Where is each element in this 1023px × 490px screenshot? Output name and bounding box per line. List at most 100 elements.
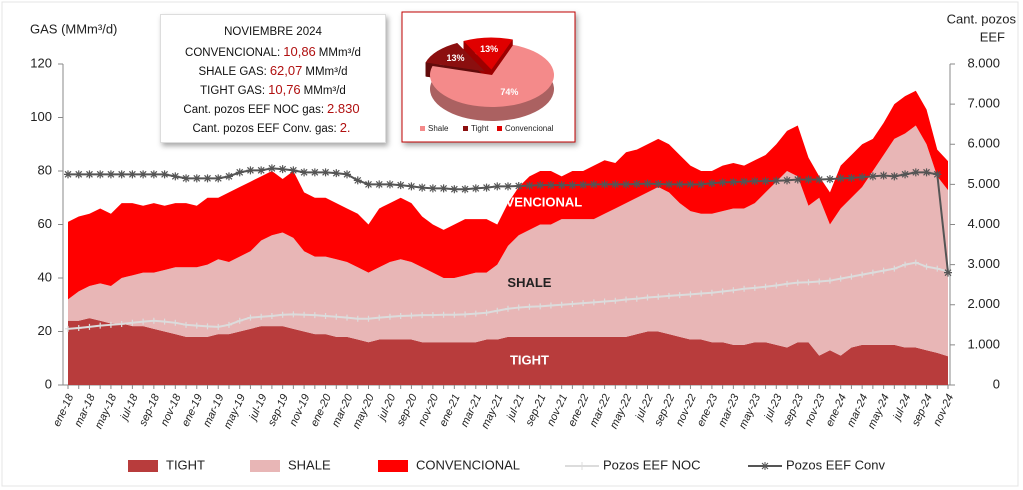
marker [911, 168, 920, 177]
marker [246, 166, 255, 175]
marker [215, 323, 222, 330]
marker [622, 180, 631, 189]
marker [64, 170, 72, 179]
marker [868, 172, 877, 181]
marker [804, 175, 813, 184]
marker [311, 312, 318, 319]
marker [741, 285, 748, 292]
marker [698, 290, 705, 297]
marker [161, 318, 168, 325]
marker [451, 311, 458, 318]
legend-swatch [250, 460, 280, 472]
marker [922, 168, 931, 177]
marker [140, 318, 147, 325]
marker [644, 294, 651, 301]
marker [203, 174, 212, 183]
info-value: 10,76 [268, 82, 301, 97]
pie-value-label: 74% [500, 87, 518, 97]
legend-label: CONVENCIONAL [416, 457, 520, 472]
marker [546, 181, 555, 190]
marker [236, 317, 243, 324]
marker [171, 172, 180, 181]
pie-value-label: 13% [480, 44, 498, 54]
marker [333, 313, 340, 320]
marker [837, 275, 844, 282]
pie-legend-label: Tight [471, 124, 489, 133]
marker [182, 174, 191, 183]
marker [397, 312, 404, 319]
marker [106, 170, 115, 179]
info-title: NOVIEMBRE 2024 [224, 26, 322, 38]
marker [697, 180, 706, 189]
marker [193, 322, 200, 329]
marker [558, 301, 565, 308]
y2-axis-label: EEF [980, 29, 1005, 44]
marker [815, 175, 824, 184]
marker [687, 291, 694, 298]
marker [278, 165, 287, 174]
marker [472, 310, 479, 317]
marker [729, 177, 738, 186]
marker [396, 181, 405, 190]
marker [612, 297, 619, 304]
marker [643, 179, 652, 188]
marker [75, 325, 82, 332]
pie-slice [425, 42, 486, 72]
marker [483, 309, 490, 316]
info-label: CONVENCIONAL: [185, 47, 281, 59]
marker [204, 323, 211, 330]
marker [376, 314, 383, 321]
marker [902, 261, 909, 268]
marker [353, 176, 362, 185]
pie-slice [429, 44, 554, 107]
marker [224, 172, 233, 181]
y-tick-label: 120 [30, 55, 52, 70]
marker [343, 170, 352, 179]
marker [310, 168, 319, 177]
marker [258, 313, 265, 320]
marker [128, 170, 137, 179]
marker [783, 176, 792, 185]
marker [440, 311, 447, 318]
marker [85, 170, 94, 179]
marker [74, 170, 83, 179]
y-tick-label: 20 [38, 323, 52, 338]
marker [515, 304, 522, 311]
y-tick-label: 100 [30, 109, 52, 124]
marker [934, 265, 941, 272]
pie-legend-swatch [497, 126, 502, 131]
area [68, 318, 948, 385]
y2-tick-label: 5.000 [967, 176, 1000, 191]
marker [569, 300, 576, 307]
marker [600, 180, 609, 189]
y2-tick-label: 6.000 [967, 136, 1000, 151]
marker [847, 173, 856, 182]
marker [247, 314, 254, 321]
y2-axis-label: Cant. pozos [947, 11, 1017, 26]
marker [514, 181, 523, 190]
marker [160, 170, 169, 179]
y-tick-label: 80 [38, 162, 52, 177]
marker [761, 177, 770, 186]
marker [858, 173, 867, 182]
marker [408, 312, 415, 319]
legend-marker [578, 462, 586, 470]
marker [505, 305, 511, 312]
marker [686, 180, 695, 189]
marker [718, 178, 727, 187]
marker [836, 174, 845, 183]
marker [419, 312, 426, 319]
marker [482, 183, 491, 192]
marker [762, 283, 769, 290]
y-tick-label: 60 [38, 216, 52, 231]
marker [750, 177, 759, 186]
info-line: Cant. pozos EEF NOC gas: 2.830 [161, 99, 385, 118]
area-label: SHALE [507, 275, 551, 290]
marker [923, 263, 930, 270]
pie-value-label: 13% [447, 53, 465, 63]
marker [418, 183, 427, 192]
marker [364, 180, 373, 189]
pie-legend-swatch [420, 126, 425, 131]
marker [267, 164, 276, 173]
